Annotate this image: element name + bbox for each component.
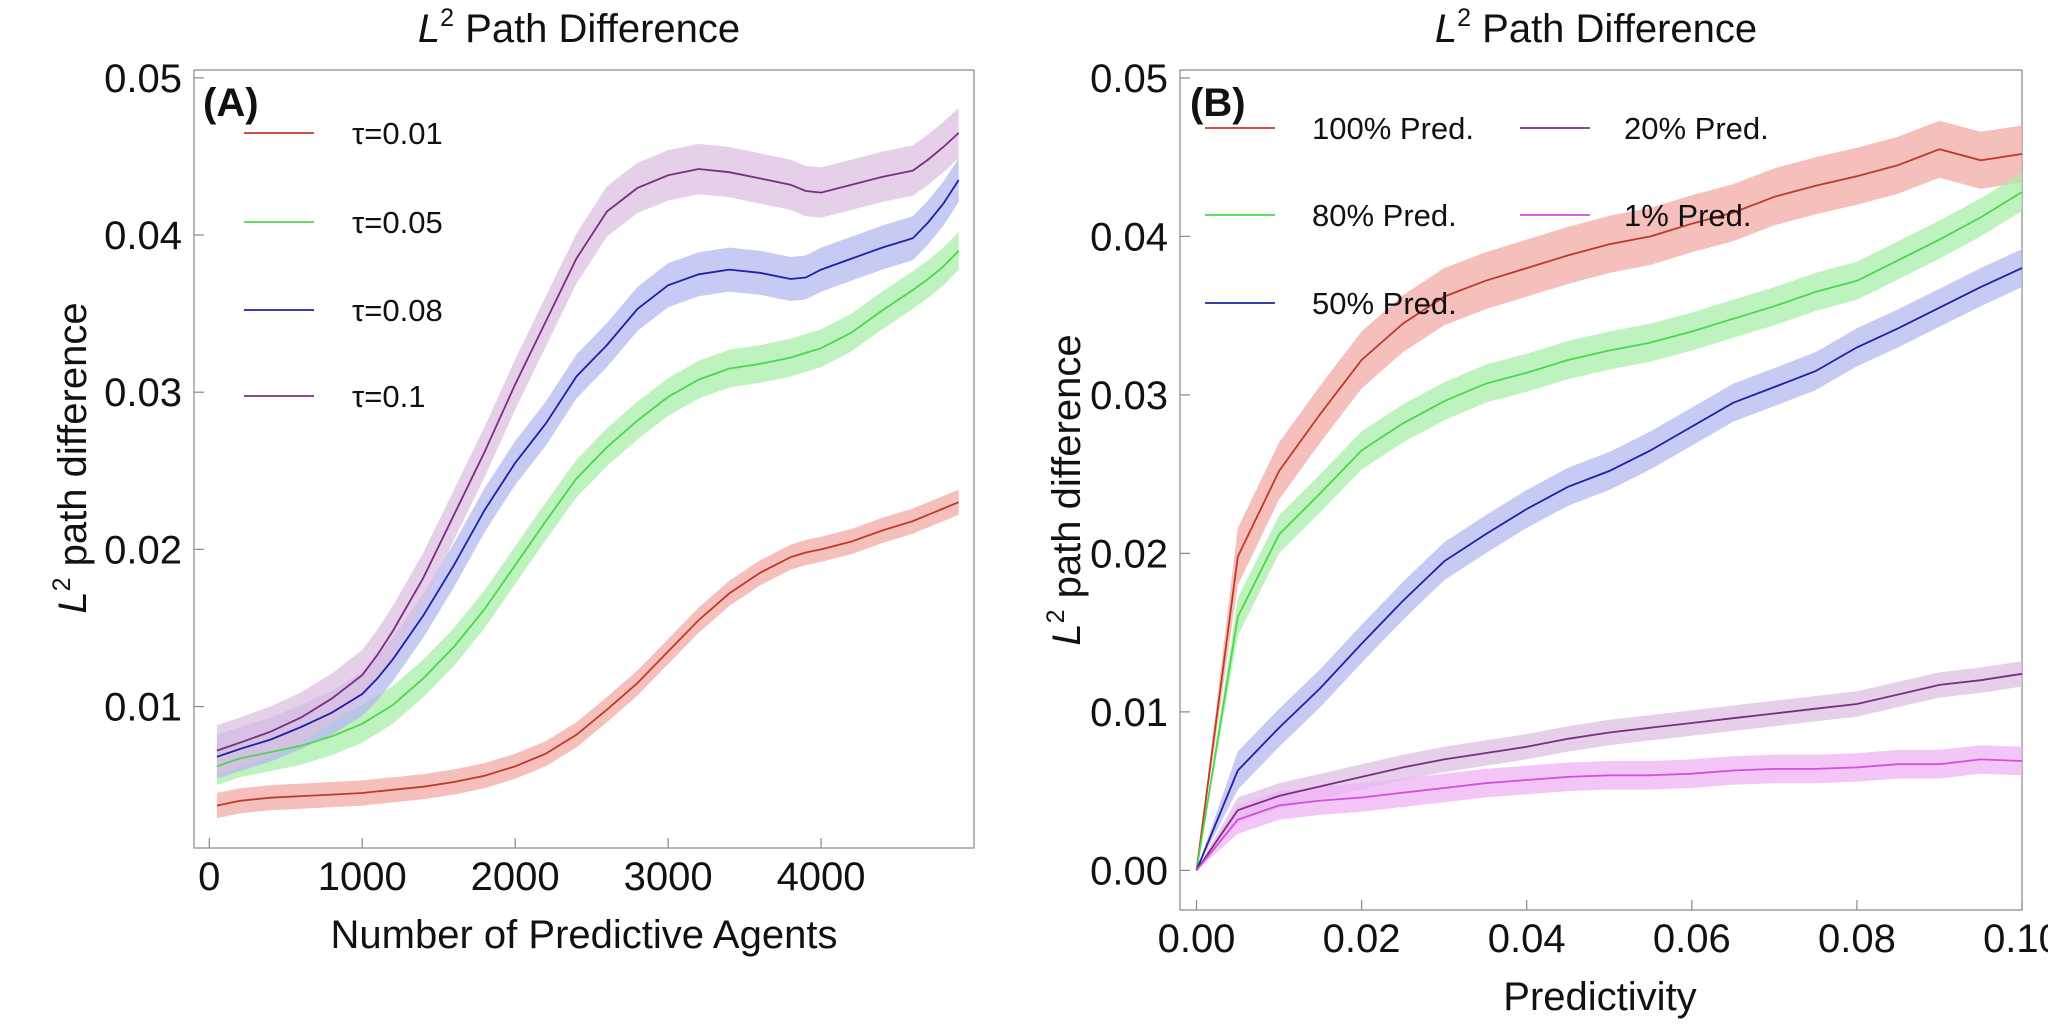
panel-b-plot-frame xyxy=(1179,69,2023,911)
series-line-3 xyxy=(216,132,960,752)
legend-entry-2: 50% Pred. xyxy=(1312,286,1457,321)
panel-a-xlabel: Number of Predictive Agents xyxy=(331,913,838,957)
x-tick-label: 2000 xyxy=(471,855,560,899)
x-tick-label: 4000 xyxy=(777,855,866,899)
panel-a-ylabel: L2 path difference xyxy=(48,302,95,613)
x-tick-label: 0.00 xyxy=(1158,917,1236,961)
y-tick-label: 0.04 xyxy=(104,214,182,258)
series-line-4 xyxy=(1195,758,2023,871)
y-tick-label: 0.02 xyxy=(1090,532,1168,576)
series-line-2 xyxy=(216,179,960,758)
x-tick-label: 0.10 xyxy=(1983,917,2048,961)
series-line-0 xyxy=(216,501,960,807)
x-tick-label: 1000 xyxy=(318,855,407,899)
series-band-3 xyxy=(216,107,959,776)
series-band-3 xyxy=(1196,661,2022,871)
panel-b-ticks: 0.00 0.02 0.04 0.06 0.08 0.10 0.00 0.01 0.02 0.03… xyxy=(1090,57,2048,961)
legend-entry-3: 20% Pred. xyxy=(1624,111,1769,146)
panel-b: L2 Path Difference 0.00 0.02 0.04 0.06 0.08 0… xyxy=(1042,4,2048,1019)
legend-entry-0: τ=0.01 xyxy=(352,116,443,151)
panel-a-label: (A) xyxy=(203,81,259,125)
x-tick-label: 0 xyxy=(198,855,220,899)
panel-a-lines xyxy=(216,132,960,807)
y-tick-label: 0.05 xyxy=(1090,57,1168,101)
x-tick-label: 0.06 xyxy=(1653,917,1731,961)
x-tick-label: 0.08 xyxy=(1818,917,1896,961)
legend-entry-2: τ=0.08 xyxy=(352,293,443,328)
panel-b-ylabel: L2 path difference xyxy=(1042,334,1089,645)
panel-a-plot-frame xyxy=(193,69,975,849)
panel-a-title: L2 Path Difference xyxy=(418,4,740,51)
y-tick-label: 0.03 xyxy=(104,371,182,415)
series-line-1 xyxy=(216,250,960,768)
panel-b-lines xyxy=(1195,148,2023,871)
series-line-0 xyxy=(1195,148,2023,871)
y-tick-label: 0.01 xyxy=(104,686,182,730)
panel-b-xlabel: Predictivity xyxy=(1503,975,1696,1019)
legend-entry-1: τ=0.05 xyxy=(352,205,443,240)
x-tick-label: 0.02 xyxy=(1323,917,1401,961)
panel-b-legend: 100% Pred. 80% Pred. 50% Pred. 20% Pred. 1% … xyxy=(1205,111,1769,321)
legend-entry-0: 100% Pred. xyxy=(1312,111,1474,146)
series-band-1 xyxy=(1196,173,2022,871)
panel-a-legend: τ=0.01 τ=0.05 τ=0.08 τ=0.1 xyxy=(244,116,443,414)
panel-a-ticks: 0 1000 2000 3000 4000 0.01 0.02 0.03 0.04 0.05 xyxy=(104,57,865,899)
series-line-1 xyxy=(1195,191,2023,871)
series-band-4 xyxy=(1196,745,2022,871)
series-band-0 xyxy=(1196,120,2022,871)
panel-a: L2 Path Difference 0 1000 2000 3000 4000 0.01… xyxy=(48,4,975,957)
panel-b-label: (B) xyxy=(1190,81,1246,125)
panel-b-title: L2 Path Difference xyxy=(1435,4,1757,51)
series-line-3 xyxy=(1195,672,2023,871)
y-tick-label: 0.00 xyxy=(1090,849,1168,893)
panel-a-bands xyxy=(216,107,959,819)
x-tick-label: 3000 xyxy=(624,855,713,899)
legend-entry-4: 1% Pred. xyxy=(1624,198,1752,233)
series-line-2 xyxy=(1195,267,2023,871)
legend-entry-3: τ=0.1 xyxy=(352,379,425,414)
legend-entry-1: 80% Pred. xyxy=(1312,198,1457,233)
x-tick-label: 0.04 xyxy=(1488,917,1566,961)
y-tick-label: 0.05 xyxy=(104,57,182,101)
y-tick-label: 0.03 xyxy=(1090,374,1168,418)
series-band-2 xyxy=(1196,249,2022,871)
y-tick-label: 0.01 xyxy=(1090,691,1168,735)
y-tick-label: 0.02 xyxy=(104,528,182,572)
series-band-0 xyxy=(216,489,959,819)
series-band-1 xyxy=(216,231,959,786)
panel-b-bands xyxy=(1196,120,2022,871)
y-tick-label: 0.04 xyxy=(1090,215,1168,259)
